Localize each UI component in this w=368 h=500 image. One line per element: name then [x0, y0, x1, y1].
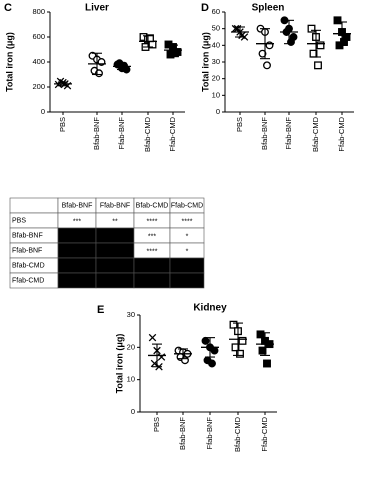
y-tick-label: 20: [212, 74, 220, 83]
y-axis-label: Total iron (μg): [114, 334, 124, 394]
data-point: [258, 346, 267, 355]
panel-letter: D: [201, 2, 209, 14]
column-header: Bfab-CMD: [136, 202, 169, 209]
y-tick-label: 200: [32, 82, 45, 91]
table-cell: [95, 227, 135, 244]
row-header: Bfab-CMD: [12, 262, 45, 269]
y-axis-label: Total iron (μg): [200, 32, 210, 92]
y-tick-label: 50: [212, 24, 220, 33]
table-cell: [133, 257, 171, 274]
data-point: [316, 41, 325, 50]
table-cell: [57, 242, 97, 259]
y-axis-label: Total iron (μg): [4, 32, 14, 92]
chart-title: Kidney: [193, 303, 227, 314]
table-cell-text: ****: [147, 218, 158, 225]
x-tick-label: Bfab-CMD: [143, 116, 152, 152]
table-cell: [57, 227, 97, 244]
data-point: [148, 333, 157, 342]
data-point: [201, 336, 210, 345]
panel-letter: E: [97, 304, 104, 316]
y-tick-label: 10: [127, 375, 135, 384]
x-tick-label: PBS: [235, 117, 244, 132]
table-cell-text: *: [186, 248, 189, 255]
panel-letter: C: [4, 2, 12, 14]
y-tick-label: 0: [216, 107, 220, 116]
marker-stroke: [148, 333, 157, 342]
chart-title: Spleen: [252, 3, 285, 14]
column-header: Ffab-BNF: [100, 202, 130, 209]
x-tick-label: Ffab-CMD: [168, 116, 177, 151]
y-tick-label: 30: [212, 57, 220, 66]
table-cell: [9, 197, 59, 214]
row-header: Ffab-CMD: [12, 277, 44, 284]
y-tick-label: 60: [212, 7, 220, 16]
table-cell-text: ****: [147, 248, 158, 255]
x-tick-label: PBS: [58, 117, 67, 132]
y-tick-label: 0: [131, 407, 135, 416]
table-cell: [169, 257, 205, 274]
data-point: [231, 343, 240, 352]
x-tick-label: Ffab-BNF: [205, 417, 214, 450]
row-header: Bfab-BNF: [12, 232, 43, 239]
x-tick-label: Ffab-BNF: [117, 117, 126, 150]
data-point: [229, 320, 238, 329]
data-point: [258, 49, 267, 58]
table-cell: [95, 272, 135, 289]
table-cell: [133, 272, 171, 289]
y-tick-label: 400: [32, 57, 45, 66]
y-tick-label: 800: [32, 7, 45, 16]
column-header: Ffab-CMD: [171, 202, 203, 209]
x-tick-label: Bfab-CMD: [311, 116, 320, 152]
data-point: [238, 336, 247, 345]
y-tick-label: 0: [41, 107, 45, 116]
table-cell: [57, 272, 97, 289]
table-cell-text: ***: [148, 233, 156, 240]
data-point: [236, 349, 244, 358]
column-header: Bfab-BNF: [62, 202, 93, 209]
table-cell: [95, 257, 135, 274]
table-cell: [57, 257, 97, 274]
table-cell-text: ****: [182, 218, 193, 225]
x-tick-label: Bfab-BNF: [92, 117, 101, 150]
y-tick-label: 600: [32, 32, 45, 41]
data-point: [256, 330, 265, 339]
data-point: [210, 346, 219, 355]
x-tick-label: PBS: [152, 417, 161, 432]
data-point: [314, 61, 322, 70]
data-point: [333, 16, 342, 25]
x-tick-label: Ffab-BNF: [284, 117, 293, 150]
row-header: PBS: [12, 217, 26, 224]
y-tick-label: 30: [127, 310, 135, 319]
data-point: [263, 61, 271, 70]
x-tick-label: Ffab-CMD: [260, 416, 269, 451]
y-tick-label: 40: [212, 40, 220, 49]
y-tick-label: 10: [212, 90, 220, 99]
chart-title: Liver: [85, 3, 109, 14]
table-cell-text: **: [112, 218, 118, 225]
data-point: [208, 359, 216, 368]
data-point: [157, 353, 166, 361]
y-tick-label: 20: [127, 342, 135, 351]
table-cell: [169, 272, 205, 289]
data-point: [263, 359, 271, 368]
x-tick-label: Bfab-BNF: [260, 117, 269, 150]
table-cell-text: *: [186, 233, 189, 240]
data-point: [307, 24, 316, 33]
row-header: Ffab-BNF: [12, 247, 42, 254]
table-cell-text: ***: [73, 218, 81, 225]
x-tick-label: Ffab-CMD: [337, 116, 346, 151]
table-cell: [95, 242, 135, 259]
x-tick-label: Bfab-BNF: [178, 417, 187, 450]
x-tick-label: Bfab-CMD: [233, 416, 242, 452]
